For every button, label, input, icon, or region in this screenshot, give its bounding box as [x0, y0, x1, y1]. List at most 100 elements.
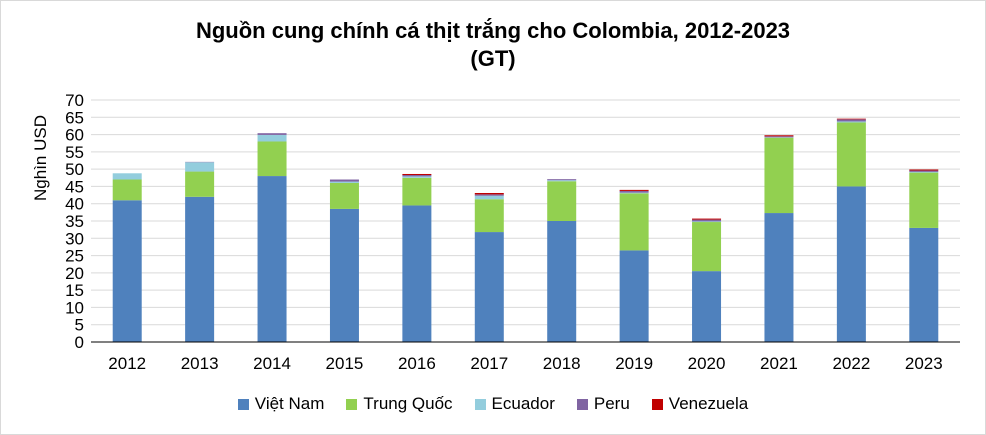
y-tick-label: 5 — [75, 316, 84, 335]
y-tick-label: 0 — [75, 333, 84, 352]
legend-swatch — [576, 398, 588, 410]
bar-segment — [474, 192, 504, 195]
x-tick-label: 2022 — [832, 354, 870, 373]
y-tick-label: 60 — [65, 126, 84, 145]
bar-segment — [402, 205, 432, 342]
y-tick-label: 40 — [65, 195, 84, 214]
bar-segment — [764, 137, 794, 214]
y-tick-label: 45 — [65, 177, 84, 196]
bar-segment — [185, 162, 215, 172]
bar-segment — [329, 181, 359, 183]
chart-subtitle: (GT) — [470, 46, 516, 71]
legend-item: Peru — [576, 394, 630, 414]
bar-segment — [692, 271, 722, 342]
bar-segment — [257, 134, 287, 142]
bar-segment — [547, 221, 577, 342]
bar-segment — [619, 250, 649, 342]
x-tick-label: 2015 — [326, 354, 364, 373]
bar-segment — [692, 221, 722, 223]
bar-segment — [402, 173, 432, 176]
bar-segment — [764, 136, 794, 138]
bar-segment — [112, 179, 142, 201]
x-tick-label: 2014 — [253, 354, 291, 373]
bar-segment — [402, 177, 432, 206]
x-tick-label: 2023 — [905, 354, 943, 373]
legend: Việt Nam Trung Quốc Ecuador Peru Venezuela — [0, 394, 986, 414]
y-tick-label: 10 — [65, 298, 84, 317]
bar-segment — [547, 180, 577, 182]
chart-title: Nguồn cung chính cá thịt trắng cho Colom… — [195, 18, 791, 43]
legend-label: Trung Quốc — [363, 394, 453, 413]
bar-segment — [836, 118, 866, 120]
bar-segment — [836, 122, 866, 187]
bar-segment — [474, 232, 504, 342]
x-tick-label: 2018 — [543, 354, 581, 373]
bar-segment — [474, 194, 504, 196]
y-tick-label: 15 — [65, 281, 84, 300]
bar-segment — [402, 176, 432, 178]
bar-segment — [257, 133, 287, 135]
legend-label: Peru — [593, 394, 630, 413]
legend-item: Ecuador — [474, 394, 555, 414]
bar-segment — [112, 173, 142, 180]
gridlines — [91, 99, 960, 326]
y-tick-label: 70 — [65, 91, 84, 110]
legend-swatch — [651, 398, 663, 410]
bar-segment — [474, 199, 504, 233]
legend-swatch — [237, 398, 249, 410]
legend-item: Venezuela — [651, 394, 749, 414]
bar-segment — [764, 213, 794, 342]
bar-segment — [909, 171, 939, 173]
y-tick-label: 25 — [65, 247, 84, 266]
x-tick-label: 2013 — [181, 354, 219, 373]
bar-segment — [619, 189, 649, 191]
bar-segment — [329, 208, 359, 342]
bars — [112, 118, 939, 342]
y-tick-label: 30 — [65, 229, 84, 248]
x-tick-label: 2016 — [398, 354, 436, 373]
bar-segment — [185, 171, 215, 197]
bar-segment — [402, 175, 432, 177]
bar-segment — [547, 181, 577, 221]
legend-item: Trung Quốc — [346, 394, 453, 414]
bar-segment — [619, 190, 649, 193]
y-tick-label: 55 — [65, 143, 84, 162]
bar-segment — [836, 121, 866, 123]
bar-segment — [836, 119, 866, 122]
bar-segment — [257, 176, 287, 342]
bar-segment — [257, 141, 287, 177]
bar-segment — [764, 135, 794, 137]
bar-segment — [909, 170, 939, 172]
bar-segment — [692, 222, 722, 272]
legend-label: Venezuela — [668, 394, 749, 413]
bar-segment — [909, 172, 939, 228]
legend-swatch — [346, 398, 358, 410]
x-tick-label: 2017 — [470, 354, 508, 373]
bar-segment — [547, 179, 577, 181]
bar-segment — [112, 200, 142, 342]
bar-segment — [692, 218, 722, 220]
bar-segment — [692, 219, 722, 222]
x-tick-label: 2020 — [688, 354, 726, 373]
bar-segment — [329, 182, 359, 209]
y-tick-label: 65 — [65, 108, 84, 127]
legend-swatch — [474, 398, 486, 410]
legend-item: Việt Nam — [237, 394, 325, 414]
bar-segment — [909, 227, 939, 342]
bar-segment — [909, 169, 939, 171]
x-tick-label: 2019 — [615, 354, 653, 373]
bar-segment — [185, 196, 215, 342]
y-tick-label: 50 — [65, 160, 84, 179]
bar-segment — [474, 195, 504, 200]
y-tick-label: 35 — [65, 212, 84, 231]
bar-segment — [329, 179, 359, 182]
y-axis-label: Nghìn USD — [31, 115, 50, 201]
legend-label: Việt Nam — [254, 394, 325, 413]
x-tick-label: 2021 — [760, 354, 798, 373]
x-tick-label: 2012 — [108, 354, 146, 373]
y-tick-label: 20 — [65, 264, 84, 283]
x-tick-labels: 2012 2013 2014 2015 2016 2017 2018 2019 2020 2021… — [108, 354, 942, 373]
bar-segment — [836, 186, 866, 342]
